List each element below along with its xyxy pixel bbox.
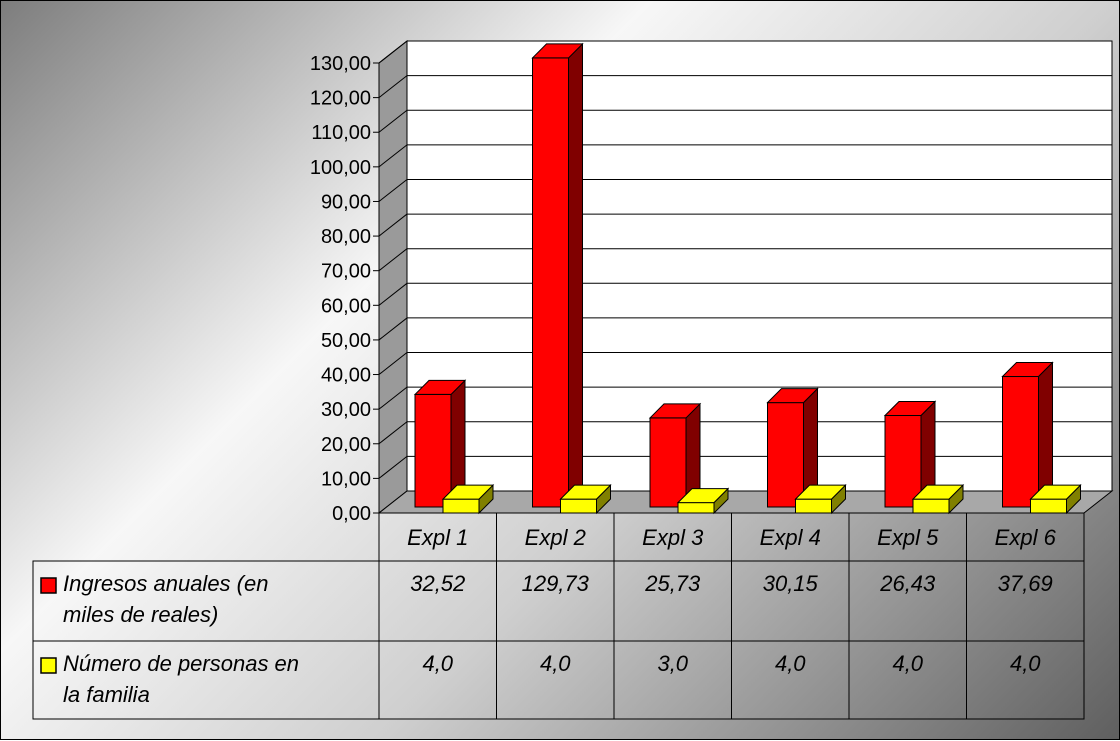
y-tick-label: 20,00 (321, 434, 371, 456)
data-label: 4,0 (422, 651, 453, 676)
bar-personas (912, 498, 950, 514)
bar-ingresos (767, 402, 804, 508)
y-tick-label: 110,00 (311, 122, 371, 144)
y-tick-label: 10,00 (321, 468, 371, 490)
bar-ingresos (884, 415, 922, 508)
data-label: 25,73 (644, 571, 701, 596)
bar-ingresos (1002, 376, 1039, 508)
gridline-side (378, 455, 408, 479)
gridline-side (378, 352, 408, 375)
data-label: 4,0 (1010, 651, 1041, 676)
x-category-label: Expl 5 (877, 525, 939, 550)
y-tick-label: 60,00 (321, 295, 371, 317)
bar-ingresos-side (568, 42, 583, 509)
y-tick-label: 50,00 (321, 330, 371, 352)
bar-personas-top (911, 484, 965, 500)
y-tick-label: 130,00 (310, 53, 371, 75)
chart-back-wall (406, 40, 1113, 492)
x-category-label: Expl 2 (525, 525, 586, 550)
legend-label: la familia (63, 682, 150, 707)
gridline-side (378, 75, 408, 99)
data-label: 30,15 (763, 571, 819, 596)
data-label: 26,43 (879, 571, 936, 596)
gridline-side (378, 144, 408, 168)
y-tick-label: 120,00 (310, 88, 371, 110)
bar-ingresos-top (1001, 362, 1054, 378)
y-tick-label: 100,00 (310, 157, 371, 179)
legend-label: Ingresos anuales (en (63, 571, 268, 596)
y-tick-label: 90,00 (321, 191, 371, 213)
legend-label: Número de personas en (63, 651, 299, 676)
data-label: 4,0 (540, 651, 571, 676)
x-category-label: Expl 3 (642, 525, 704, 550)
legend-key (40, 577, 57, 594)
y-tick-label: 0,00 (332, 503, 371, 525)
gridline-side (378, 248, 408, 272)
bar-personas-top (676, 488, 730, 504)
bar-personas-top (1029, 484, 1082, 500)
bar-personas (677, 502, 715, 514)
bar-personas (795, 498, 832, 514)
y-tick-label: 40,00 (321, 365, 371, 387)
bar-ingresos-top (648, 403, 702, 419)
bar-personas (560, 498, 597, 514)
x-category-label: Expl 6 (995, 525, 1057, 550)
y-tick-label: 80,00 (321, 226, 371, 248)
bar-ingresos-top (531, 43, 584, 59)
data-label: 4,0 (892, 651, 923, 676)
bar-personas (1030, 498, 1067, 514)
bar-personas-top (794, 484, 847, 500)
x-category-label: Expl 1 (407, 525, 468, 550)
legend-key (40, 657, 57, 674)
legend-label: miles de reales) (63, 602, 218, 627)
gridline-side (378, 109, 408, 133)
gridline-side (378, 282, 408, 306)
x-category-label: Expl 4 (760, 525, 821, 550)
data-label: 129,73 (522, 571, 590, 596)
gridline-side (378, 421, 408, 445)
y-tick-label: 70,00 (321, 261, 371, 283)
gridline-side (378, 317, 408, 341)
bar-ingresos (649, 417, 687, 508)
data-label: 4,0 (775, 651, 806, 676)
data-label: 3,0 (657, 651, 688, 676)
gridline-side (378, 213, 408, 237)
chart-side-wall (378, 39, 408, 515)
gridline-side (378, 40, 408, 64)
bar-ingresos (414, 393, 452, 508)
data-label: 37,69 (998, 571, 1053, 596)
gridline-side (378, 386, 408, 410)
data-label: 32,52 (410, 571, 465, 596)
bar-personas-top (441, 484, 495, 500)
bar-ingresos-top (883, 401, 937, 417)
bar-ingresos (532, 57, 569, 508)
bar-ingresos-top (413, 379, 467, 395)
gridline-side (378, 179, 408, 202)
bar-ingresos-top (766, 388, 819, 404)
y-tick-label: 30,00 (321, 399, 371, 421)
bar-personas (442, 498, 480, 514)
bar-personas-top (559, 484, 612, 500)
